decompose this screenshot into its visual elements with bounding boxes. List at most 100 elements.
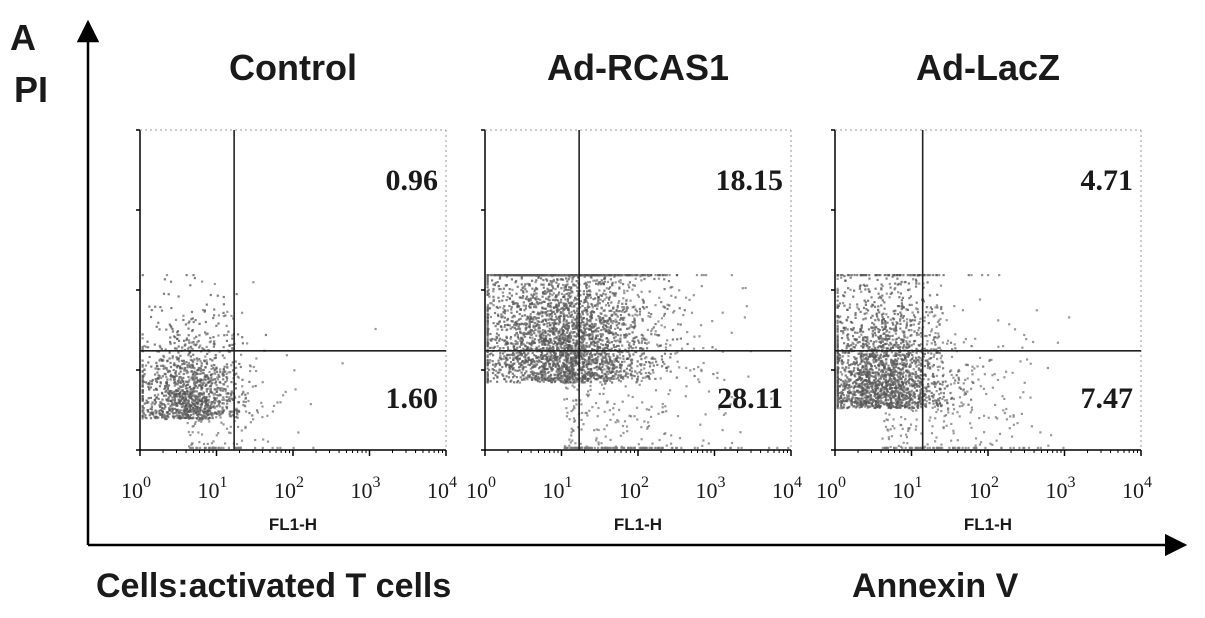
event-dot <box>566 280 569 283</box>
event-dot <box>646 446 649 449</box>
event-dot <box>663 306 666 309</box>
event-dot <box>542 286 545 289</box>
event-dot <box>614 294 617 297</box>
event-dot <box>662 410 665 414</box>
event-dot <box>149 380 152 383</box>
event-dot <box>211 378 214 381</box>
event-dot <box>223 387 226 391</box>
event-dot <box>700 369 703 373</box>
event-dot <box>604 382 607 385</box>
event-dot <box>564 302 567 305</box>
event-dot <box>510 320 513 323</box>
event-dot <box>612 413 615 416</box>
event-dot <box>596 377 599 380</box>
event-dot <box>266 440 270 443</box>
event-dot <box>581 379 584 382</box>
event-dot <box>557 293 560 296</box>
event-dot <box>632 353 635 356</box>
event-dot <box>585 372 588 375</box>
event-dot <box>636 293 639 297</box>
event-dot <box>617 356 620 359</box>
event-dot <box>551 310 554 314</box>
event-dot <box>572 341 575 345</box>
event-dot <box>631 331 634 334</box>
event-dot <box>599 294 602 297</box>
event-dot <box>561 366 564 369</box>
event-dot <box>557 323 560 326</box>
event-dot <box>222 346 225 349</box>
event-dot <box>590 274 593 277</box>
event-dot <box>597 315 600 318</box>
event-dot <box>529 328 532 332</box>
event-dot <box>167 369 170 372</box>
event-dot <box>582 327 585 330</box>
event-dot <box>552 318 555 322</box>
event-dot <box>207 398 210 401</box>
event-dot <box>608 409 611 412</box>
event-dot <box>609 379 612 382</box>
event-dot <box>213 378 216 381</box>
event-dot <box>534 281 537 284</box>
event-dot <box>165 328 168 331</box>
event-dot <box>551 368 555 371</box>
event-dot <box>638 310 642 313</box>
event-dot <box>661 274 665 277</box>
event-dot <box>580 329 583 332</box>
event-dot <box>597 281 600 284</box>
event-dot <box>247 399 250 403</box>
event-dot <box>551 322 554 325</box>
event-dot <box>562 329 566 332</box>
event-dot <box>546 287 549 290</box>
event-dot <box>634 308 637 311</box>
event-dot <box>545 278 548 281</box>
event-dot <box>565 351 568 354</box>
event-dot <box>644 341 647 344</box>
event-dot <box>169 325 172 328</box>
event-dot <box>579 289 582 292</box>
event-dot <box>197 369 200 372</box>
event-dot <box>285 354 288 357</box>
event-dot <box>574 359 578 362</box>
event-dot <box>141 397 144 400</box>
event-dot <box>213 406 216 410</box>
event-dot <box>640 426 643 429</box>
event-dot <box>570 330 573 333</box>
event-dot <box>584 348 587 351</box>
event-dot <box>597 443 600 446</box>
event-dot <box>623 311 626 314</box>
event-dot <box>563 446 566 449</box>
panel-title: Ad-RCAS1 <box>547 47 729 88</box>
event-dot <box>248 380 251 383</box>
event-dot <box>168 412 171 416</box>
event-dot <box>569 446 572 449</box>
event-dot <box>607 302 610 305</box>
event-dot <box>562 302 565 305</box>
event-dot <box>565 304 568 307</box>
event-dot <box>563 381 566 384</box>
event-dot <box>597 330 600 333</box>
event-dot <box>610 347 613 350</box>
event-dot <box>550 369 553 372</box>
event-dot <box>222 311 225 314</box>
event-dot <box>529 376 532 379</box>
event-dot <box>162 359 165 362</box>
event-dot <box>602 392 605 395</box>
event-dot <box>210 400 213 404</box>
event-dot <box>209 413 213 416</box>
event-dot <box>618 348 621 351</box>
event-dot <box>623 446 626 449</box>
event-dot <box>580 274 583 277</box>
event-dot <box>537 275 540 278</box>
event-dot <box>582 361 585 365</box>
event-dot <box>574 364 577 367</box>
event-dot <box>575 355 578 358</box>
event-dot <box>164 373 167 376</box>
event-dot <box>642 300 645 303</box>
event-dot <box>606 378 609 381</box>
event-dot <box>555 355 558 358</box>
event-dot <box>188 366 192 369</box>
event-dot <box>646 426 649 429</box>
event-dot <box>214 382 217 385</box>
event-dot <box>178 360 181 363</box>
event-dot <box>183 369 186 372</box>
